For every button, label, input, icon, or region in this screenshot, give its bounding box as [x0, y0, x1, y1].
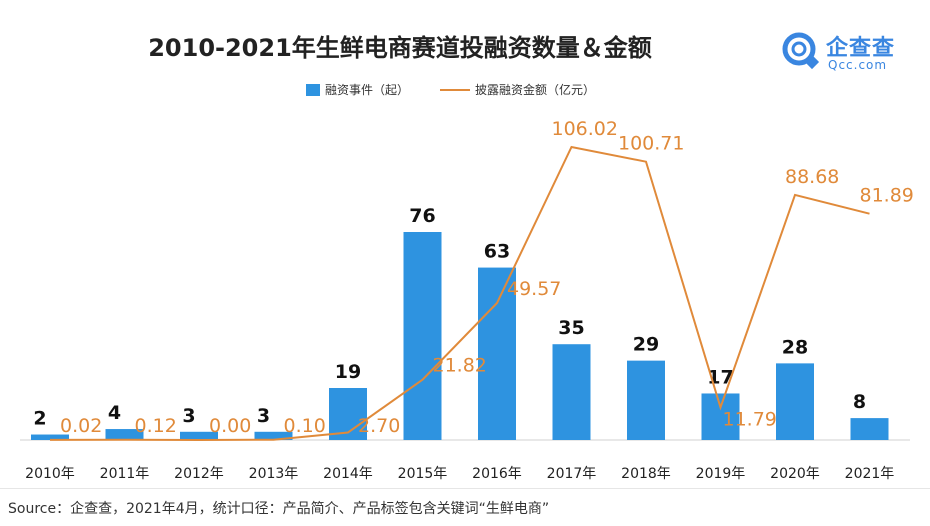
line-value-label: 49.57 — [507, 278, 561, 300]
legend-bar-label: 融资事件（起） — [325, 83, 409, 97]
line-value-label: 88.68 — [785, 166, 839, 188]
qcc-logo: 企查查 Qcc.com — [782, 28, 922, 74]
x-tick-labels: 2010年 2011年 2012年 2013年 2014年 2015年 2016年 2017年… — [25, 466, 894, 482]
bar-2016年 — [478, 267, 516, 440]
x-tick-label: 2015年 — [398, 466, 448, 482]
x-tick-label: 2021年 — [845, 466, 895, 482]
bar-value-label: 28 — [782, 336, 808, 358]
source-note: Source：企查查，2021年4月，统计口径：产品简介、产品标签包含关键词“生… — [8, 501, 550, 517]
bar-series — [31, 232, 889, 440]
line-value-label: 0.02 — [60, 415, 102, 437]
logo-text-cn: 企查查 — [826, 36, 896, 61]
x-tick-label: 2018年 — [621, 466, 671, 482]
x-tick-label: 2013年 — [249, 466, 299, 482]
bar-2010年 — [31, 434, 69, 440]
bar-value-label: 3 — [257, 405, 270, 427]
line-value-labels: 0.02 0.12 0.00 0.10 2.70 21.82 49.57 106.02100.… — [60, 118, 914, 437]
bar-value-label: 3 — [182, 405, 195, 427]
legend: 融资事件（起） 披露融资金额（亿元） — [306, 82, 595, 97]
legend-bar-swatch — [306, 84, 320, 96]
bar-2019年 — [701, 393, 740, 440]
bar-value-label: 35 — [558, 317, 584, 339]
bar-value-label: 2 — [33, 408, 46, 430]
line-series — [49, 145, 870, 442]
bar-2018年 — [627, 360, 665, 440]
bar-value-label: 4 — [108, 402, 121, 424]
bar-value-label: 29 — [633, 334, 659, 356]
x-tick-label: 2011年 — [100, 466, 150, 482]
line-value-label: 81.89 — [860, 185, 914, 207]
bar-2013年 — [254, 431, 293, 440]
x-tick-label: 2012年 — [174, 466, 224, 482]
bar-value-label: 8 — [853, 391, 866, 413]
x-tick-label: 2020年 — [770, 466, 820, 482]
line-value-label: 0.00 — [209, 415, 251, 437]
x-tick-label: 2016年 — [472, 466, 522, 482]
x-tick-label: 2019年 — [696, 466, 746, 482]
bar-2011年 — [105, 429, 144, 440]
line-value-label: 2.70 — [358, 415, 400, 437]
bar-2017年 — [552, 344, 591, 440]
bar-value-label: 63 — [484, 241, 510, 263]
line-value-label: 106.02 — [552, 118, 618, 140]
line-value-label: 11.79 — [723, 408, 777, 430]
bar-2020年 — [776, 363, 814, 440]
bar-2021年 — [850, 418, 889, 440]
line-value-label: 0.12 — [135, 415, 177, 437]
bar-value-label: 19 — [335, 361, 361, 383]
line-value-label: 100.71 — [618, 133, 684, 155]
x-tick-label: 2017年 — [547, 466, 597, 482]
legend-line-label: 披露融资金额（亿元） — [475, 82, 595, 97]
line-value-label: 0.10 — [284, 415, 326, 437]
bar-value-label: 76 — [409, 205, 435, 227]
source-divider — [0, 488, 930, 489]
line-value-label: 21.82 — [433, 355, 487, 377]
bar-2012年 — [180, 431, 218, 440]
qcc-logo-icon — [782, 32, 820, 70]
x-tick-label: 2014年 — [323, 466, 373, 482]
logo-text-en: Qcc.com — [828, 58, 888, 72]
bar-2015年 — [403, 232, 442, 440]
chart-title: 2010-2021年生鲜电商赛道投融资数量＆金额 — [148, 34, 652, 62]
x-tick-label: 2010年 — [25, 466, 75, 482]
